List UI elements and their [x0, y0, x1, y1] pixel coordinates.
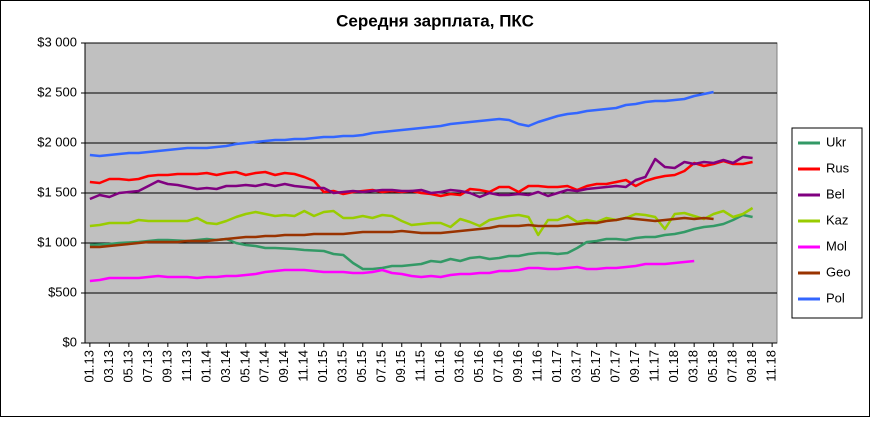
x-tick-label: 11.18: [764, 350, 779, 382]
x-tick-label: 05.16: [471, 350, 486, 383]
x-tick-label: 05.13: [120, 350, 135, 383]
x-tick-label: 01.13: [81, 350, 96, 383]
legend-label: Bel: [826, 186, 845, 201]
y-tick-label: $2 000: [37, 134, 77, 149]
x-tick-label: 03.18: [686, 350, 701, 383]
x-tick-label: 09.18: [744, 350, 759, 383]
y-tick-label: $1 000: [37, 234, 77, 249]
legend-label: Geo: [826, 264, 851, 279]
x-tick-label: 03.13: [101, 350, 116, 383]
x-tick-label: 09.16: [510, 350, 525, 383]
x-tick-label: 01.18: [666, 350, 681, 383]
x-tick-label: 03.16: [452, 350, 467, 383]
x-tick-label: 11.13: [179, 350, 194, 382]
x-tick-label: 01.16: [432, 350, 447, 383]
x-tick-label: 07.13: [140, 350, 155, 383]
legend-label: Rus: [826, 160, 850, 175]
x-tick-label: 07.15: [374, 350, 389, 383]
x-tick-label: 05.18: [705, 350, 720, 383]
x-tick-label: 09.15: [393, 350, 408, 383]
x-tick-label: 01.15: [315, 350, 330, 383]
y-tick-label: $500: [48, 284, 77, 299]
x-tick-label: 01.17: [549, 350, 564, 383]
chart-title: Середня зарплата, ПКС: [336, 11, 534, 30]
x-tick-label: 01.14: [198, 350, 213, 383]
x-tick-label: 03.14: [218, 350, 233, 383]
x-tick-label: 07.14: [257, 350, 272, 383]
x-tick-label: 11.15: [413, 350, 428, 382]
series-line: [89, 206, 754, 237]
x-tick-label: 09.13: [159, 350, 174, 383]
y-tick-label: $2 500: [37, 84, 77, 99]
x-tick-label: 07.16: [491, 350, 506, 383]
y-tick-label: $3 000: [37, 34, 77, 49]
series-line: [89, 213, 753, 271]
legend-label: Ukr: [826, 134, 847, 149]
x-tick-label: 05.15: [354, 350, 369, 383]
series-line: [89, 216, 714, 249]
x-tick-label: 07.17: [608, 350, 623, 383]
y-tick-label: $1 500: [37, 184, 77, 199]
x-tick-label: 05.14: [237, 350, 252, 383]
y-tick-label: $0: [63, 334, 77, 349]
x-tick-label: 09.14: [276, 350, 291, 383]
legend-label: Pol: [826, 290, 845, 305]
x-tick-label: 05.17: [588, 350, 603, 383]
x-tick-label: 03.15: [335, 350, 350, 383]
legend: [791, 127, 863, 319]
series-line: [89, 159, 753, 198]
legend-label: Kaz: [826, 212, 848, 227]
x-tick-label: 11.17: [647, 350, 662, 382]
x-tick-label: 09.17: [627, 350, 642, 383]
x-tick-label: 07.18: [725, 350, 740, 383]
series-line: [89, 155, 753, 201]
x-tick-label: 11.14: [296, 350, 311, 382]
series-line: [89, 90, 714, 158]
x-tick-label: 03.17: [569, 350, 584, 383]
series-line: [89, 259, 695, 283]
x-tick-label: 11.16: [530, 350, 545, 382]
legend-label: Mol: [826, 238, 847, 253]
